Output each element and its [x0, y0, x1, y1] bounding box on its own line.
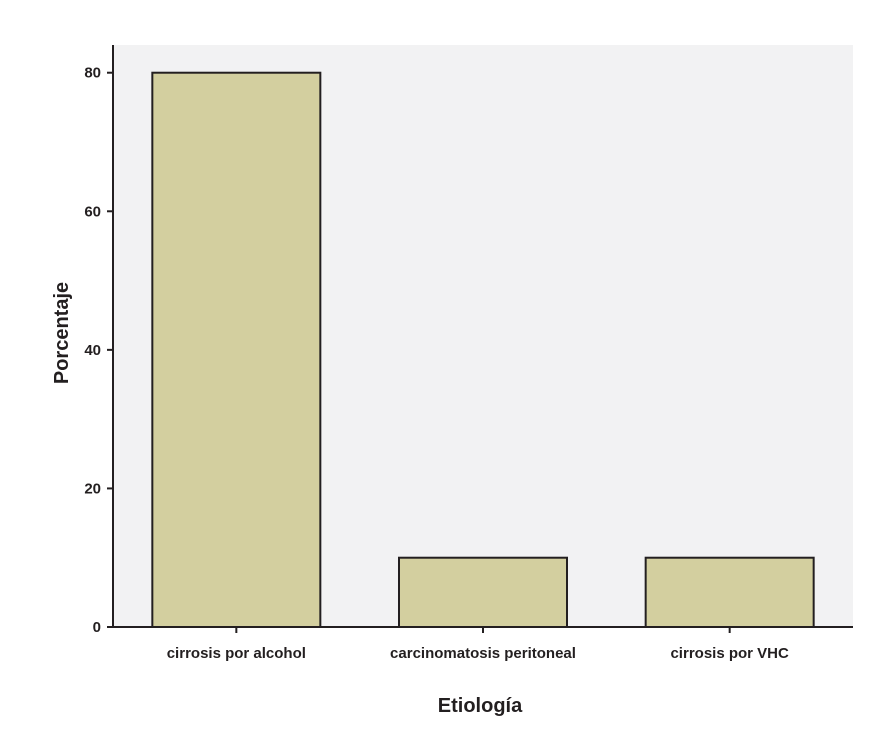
y-tick-label: 80	[84, 65, 101, 82]
y-tick-label: 0	[93, 619, 101, 636]
x-category-label: cirrosis por alcohol	[167, 645, 306, 662]
y-axis-title: Porcentaje	[51, 282, 73, 384]
bar-2	[398, 556, 568, 629]
y-tick-label: 60	[84, 203, 101, 220]
x-category-label: cirrosis por VHC	[670, 645, 789, 662]
y-tick-label: 20	[84, 480, 101, 497]
x-category-label: carcinomatosis peritoneal	[390, 645, 576, 662]
x-ticks-group: cirrosis por alcohol carcinomatosis perit…	[167, 627, 789, 662]
y-tick-label: 40	[84, 342, 101, 359]
bar-3	[644, 556, 815, 629]
bars-group	[151, 71, 815, 629]
y-ticks-group: 0 20 40 60 80	[84, 65, 113, 636]
bar-1	[151, 71, 322, 628]
x-axis-title: Etiología	[438, 695, 523, 717]
